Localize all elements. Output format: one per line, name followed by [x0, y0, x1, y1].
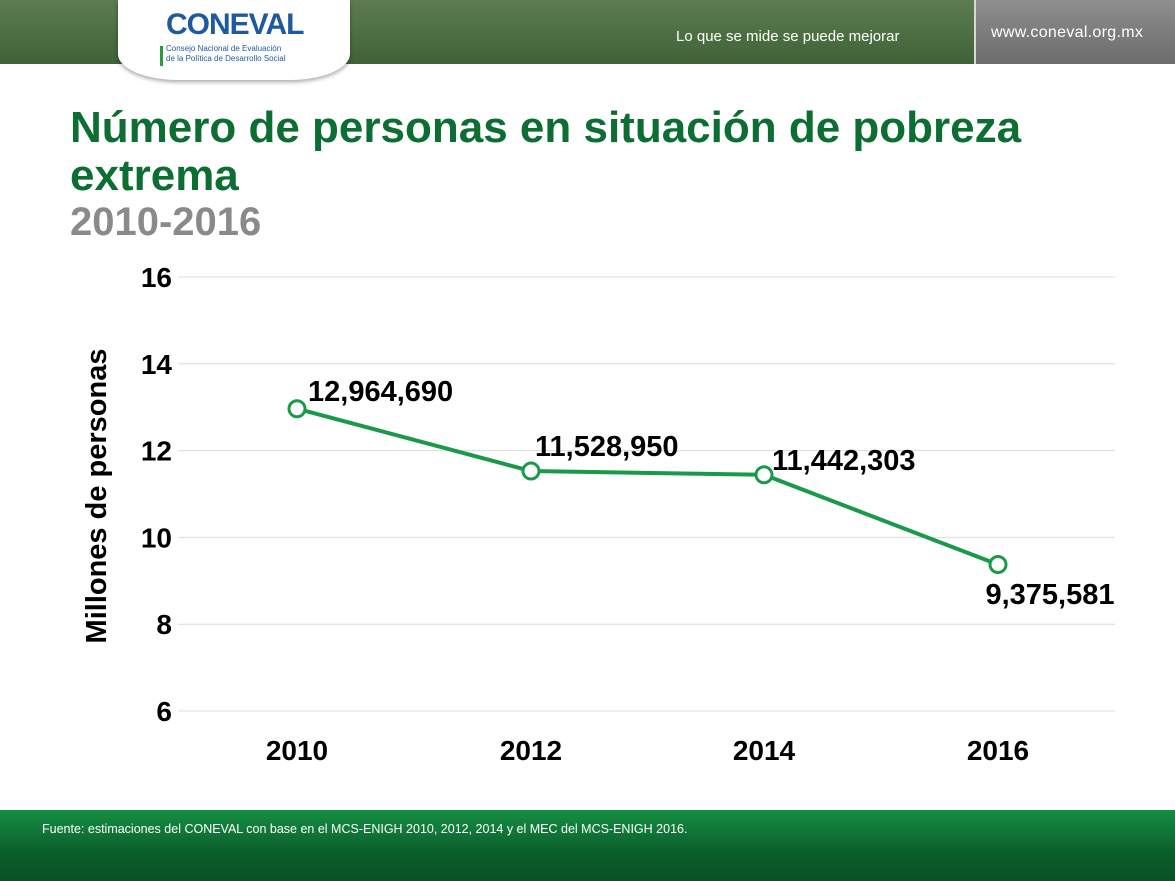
y-tick-label: 12 [141, 436, 172, 467]
y-axis-label: Millones de personas [81, 349, 113, 644]
slide-subtitle: 2010-2016 [70, 200, 262, 244]
logo-subtitle-line2: de la Política de Desarrollo Social [166, 54, 286, 63]
x-tick-label: 2016 [967, 735, 1029, 766]
series-line [296, 406, 999, 567]
x-tick-label: 2012 [500, 735, 562, 766]
data-label: 11,528,950 [535, 431, 679, 463]
y-tick-label: 16 [141, 262, 172, 293]
logo-subtitle: Consejo Nacional de Evaluación de la Pol… [166, 44, 286, 64]
footer-bar [0, 810, 1175, 881]
logo-wordmark: CONEVAL [166, 8, 304, 41]
data-point-2012 [521, 461, 541, 481]
coneval-logo: CONEVAL Consejo Nacional de Evaluación d… [118, 0, 350, 80]
x-tick-label: 2014 [733, 735, 796, 766]
logo-subtitle-line1: Consejo Nacional de Evaluación [166, 44, 282, 53]
x-tick-label: 2010 [266, 735, 328, 766]
data-label: 11,442,303 [772, 445, 916, 477]
y-tick-label: 8 [156, 609, 172, 640]
data-label: 9,375,581 [985, 579, 1114, 611]
source-note: Fuente: estimaciones del CONEVAL con bas… [42, 822, 688, 836]
data-point-2010 [287, 399, 307, 419]
data-point-2016 [988, 554, 1008, 574]
data-label: 12,964,690 [308, 376, 453, 408]
slide-title: Número de personas en situación de pobre… [70, 103, 1022, 200]
website-url[interactable]: www.coneval.org.mx [991, 24, 1144, 41]
logo-accent-bar [160, 46, 163, 66]
tagline: Lo que se mide se puede mejorar [676, 28, 900, 45]
y-tick-label: 6 [156, 696, 172, 727]
data-point-2014 [754, 465, 774, 485]
y-tick-label: 10 [141, 522, 172, 553]
y-tick-label: 14 [141, 349, 173, 380]
url-panel [974, 0, 1175, 64]
